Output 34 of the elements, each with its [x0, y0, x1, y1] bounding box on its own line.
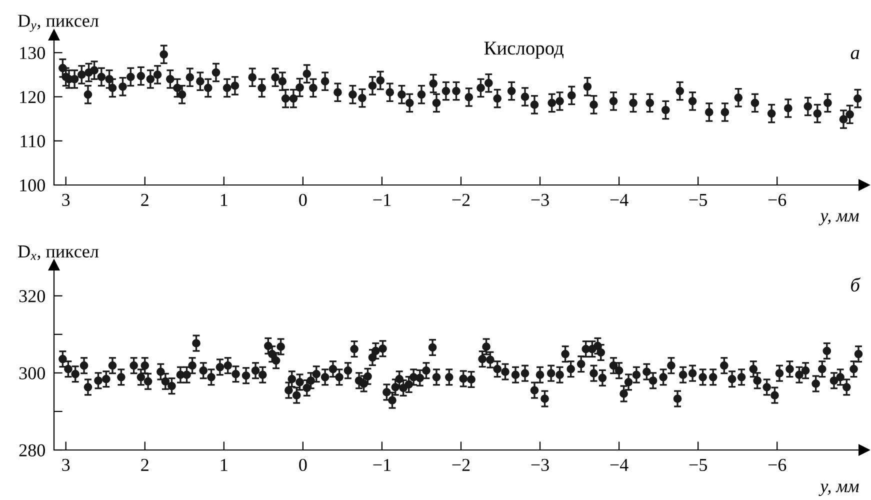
annotation: Кислород: [484, 42, 564, 59]
x-tick-label: 0: [299, 458, 307, 472]
x-tick-label: 2: [141, 458, 148, 471]
y-tick-label: 110: [20, 135, 45, 148]
x-tick-label: −2: [452, 458, 470, 471]
x-tick-label: −4: [610, 458, 628, 471]
y-tick-label: 320: [19, 290, 45, 302]
y-tick-label: 100: [20, 179, 45, 192]
x-axis-title: y, мм: [818, 213, 859, 226]
x-tick-label: 3: [62, 458, 70, 472]
x-tick-label: 1: [220, 194, 228, 206]
x-tick-label: −6: [768, 194, 786, 206]
x-tick-label: −3: [531, 458, 549, 472]
x-tick-label: −4: [610, 194, 628, 206]
x-tick-label: −6: [768, 458, 786, 472]
y-tick-label: 130: [20, 46, 45, 60]
y-tick-label: 280: [19, 444, 45, 456]
annotation: а: [850, 50, 860, 60]
x-tick-label: −5: [689, 194, 707, 206]
y-tick-label: 120: [20, 91, 45, 104]
x-tick-label: −1: [373, 458, 390, 471]
x-tick-label: −5: [689, 459, 707, 472]
x-tick-label: 0: [299, 194, 307, 206]
y-axis-title: D$_{y}$, пиксел: [18, 14, 98, 32]
x-tick-label: −2: [452, 194, 470, 206]
x-axis-title: y, мм: [818, 484, 859, 496]
annotation: б: [851, 278, 861, 292]
x-tick-label: −3: [531, 194, 549, 206]
y-axis-title: D$_{x}$, пиксел: [18, 246, 98, 260]
y-tick-label: 300: [19, 367, 45, 380]
x-tick-label: 1: [220, 458, 228, 471]
x-tick-label: 2: [141, 194, 148, 206]
x-tick-label: 3: [62, 194, 70, 206]
x-tick-label: −1: [373, 194, 390, 206]
